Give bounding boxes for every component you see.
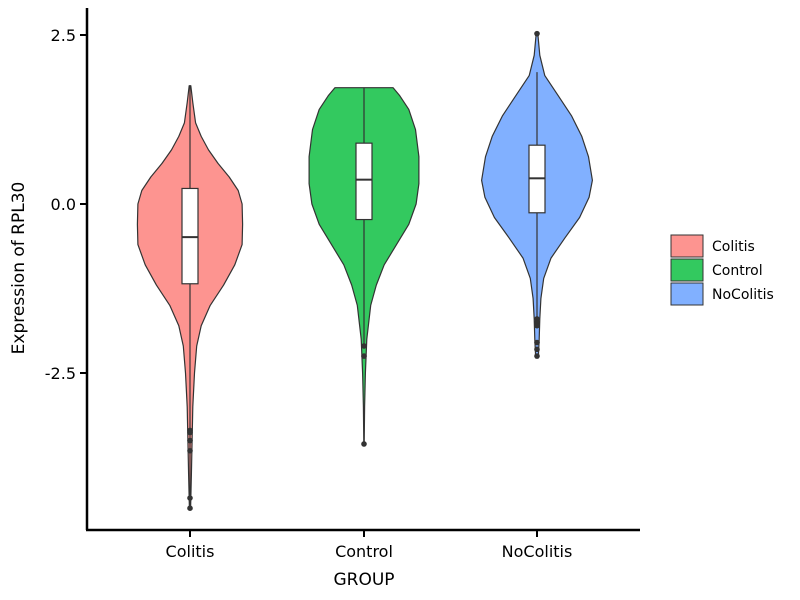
legend-label: Control	[712, 263, 763, 279]
legend-swatch	[670, 234, 704, 258]
outlier-point	[361, 353, 367, 359]
x-tick-label: NoColitis	[502, 542, 573, 561]
violin-group-colitis	[136, 85, 244, 512]
violin-group-control	[308, 87, 420, 447]
outlier-point	[534, 339, 540, 346]
x-ticks: Colitis Control NoColitis	[166, 530, 573, 561]
legend-label: Colitis	[712, 239, 755, 255]
x-tick-label: Colitis	[166, 542, 215, 561]
outlier-point	[534, 353, 540, 359]
outlier-point	[361, 343, 367, 349]
violins-layer	[136, 30, 593, 512]
y-tick-label: 2.5	[51, 26, 76, 45]
y-tick-label: -2.5	[45, 364, 76, 383]
legend: Colitis Control NoColitis	[670, 234, 774, 306]
outlier-point	[187, 429, 193, 436]
legend-swatch	[670, 282, 704, 306]
legend-label: NoColitis	[712, 287, 774, 303]
violin-group-nocolitis	[481, 30, 593, 359]
outlier-point	[534, 30, 540, 37]
outlier-point	[187, 505, 193, 512]
box-iqr	[181, 187, 199, 285]
y-ticks: 2.5 0.0 -2.5	[45, 26, 87, 383]
x-axis-title: GROUP	[333, 570, 394, 590]
outlier-point	[187, 495, 193, 501]
outlier-point	[534, 322, 540, 329]
box-iqr	[355, 142, 373, 221]
outlier-point	[361, 441, 367, 447]
y-axis-title: Expression of RPL30	[9, 182, 29, 355]
outlier-point	[534, 346, 540, 353]
outlier-point	[187, 447, 193, 454]
y-tick-label: 0.0	[51, 195, 76, 214]
x-tick-label: Control	[335, 542, 393, 561]
legend-swatch	[670, 258, 704, 282]
outlier-point	[187, 437, 193, 444]
